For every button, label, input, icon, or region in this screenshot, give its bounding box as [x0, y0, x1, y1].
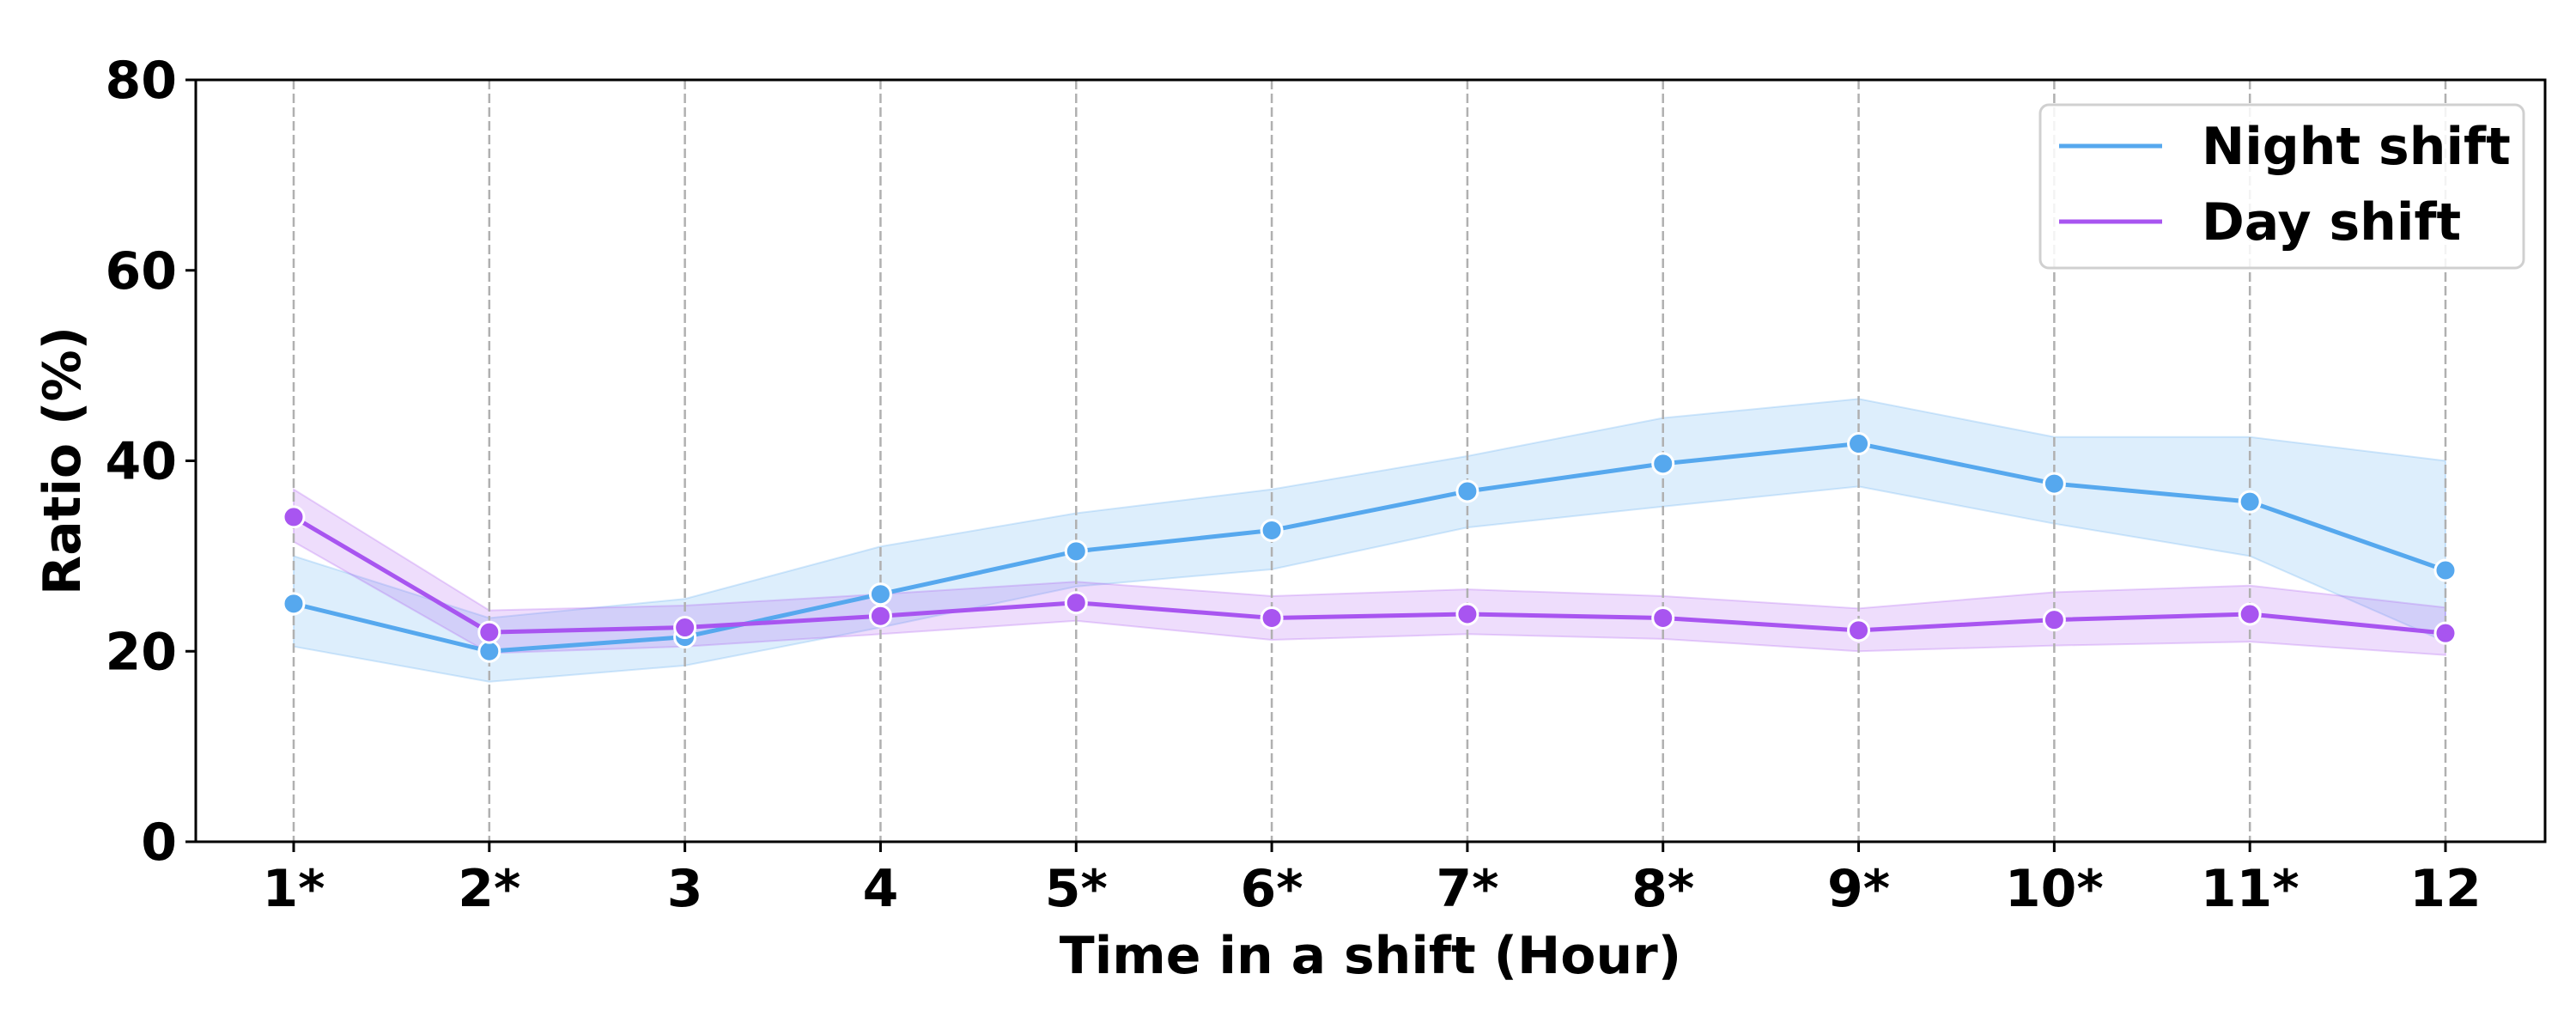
series-line-0 [293, 441, 2446, 654]
x-tick-label: 12 [2409, 859, 2482, 919]
x-tick-label: 7* [1436, 859, 1498, 919]
x-tick-label: 10* [2005, 859, 2104, 919]
x-axis-title: Time in a shift (Hour) [1060, 926, 1681, 986]
y-axis-title: Ratio (%) [33, 326, 93, 595]
data-point-1-10 [2238, 602, 2262, 626]
legend-label-0: Night shift [2202, 117, 2511, 177]
series-line-1 [292, 514, 2446, 636]
legend: Night shift Day shift [2038, 103, 2525, 270]
data-point-0-3 [868, 582, 892, 606]
data-point-1-2 [673, 616, 697, 640]
x-tick-label: 9* [1827, 859, 1890, 919]
data-point-1-11 [2433, 621, 2458, 645]
data-point-0-0 [282, 592, 306, 616]
y-axis: 0 20 40 60 80 [106, 51, 196, 873]
data-point-0-8 [1847, 432, 1871, 456]
data-point-0-4 [1064, 539, 1088, 563]
data-point-1-9 [2042, 608, 2066, 632]
x-axis: 1* 2* 3 4 5* 6* 7* 8* 9* 10* 11* 12 [262, 842, 2482, 919]
data-point-0-1 [477, 639, 501, 663]
x-tick-label: 5* [1045, 859, 1108, 919]
data-point-1-3 [868, 604, 892, 628]
data-point-1-8 [1847, 618, 1871, 642]
data-point-0-9 [2042, 472, 2066, 496]
data-point-0-5 [1260, 518, 1284, 542]
data-point-1-5 [1260, 606, 1284, 630]
y-tick-label: 80 [106, 51, 178, 111]
legend-label-1: Day shift [2202, 192, 2461, 253]
data-point-0-11 [2433, 558, 2458, 582]
series-lines [292, 441, 2446, 654]
data-point-0-6 [1455, 479, 1479, 503]
x-tick-label: 3 [667, 859, 703, 919]
x-tick-label: 6* [1241, 859, 1303, 919]
data-point-1-6 [1455, 602, 1479, 626]
data-point-1-1 [477, 620, 501, 644]
data-point-0-7 [1651, 452, 1675, 476]
x-tick-label: 11* [2201, 859, 2300, 919]
series-points [282, 432, 2458, 663]
data-point-1-0 [282, 505, 306, 529]
y-tick-label: 40 [106, 432, 178, 492]
data-point-1-4 [1064, 591, 1088, 615]
x-tick-label: 8* [1631, 859, 1694, 919]
confidence-bands [293, 398, 2446, 683]
x-tick-label: 1* [262, 859, 325, 919]
y-tick-label: 60 [106, 241, 178, 301]
x-tick-label: 2* [458, 859, 520, 919]
y-tick-label: 0 [141, 813, 177, 873]
x-tick-label: 4 [863, 859, 899, 919]
y-tick-label: 20 [106, 622, 178, 682]
data-point-1-7 [1651, 606, 1675, 630]
data-point-0-10 [2238, 490, 2262, 514]
